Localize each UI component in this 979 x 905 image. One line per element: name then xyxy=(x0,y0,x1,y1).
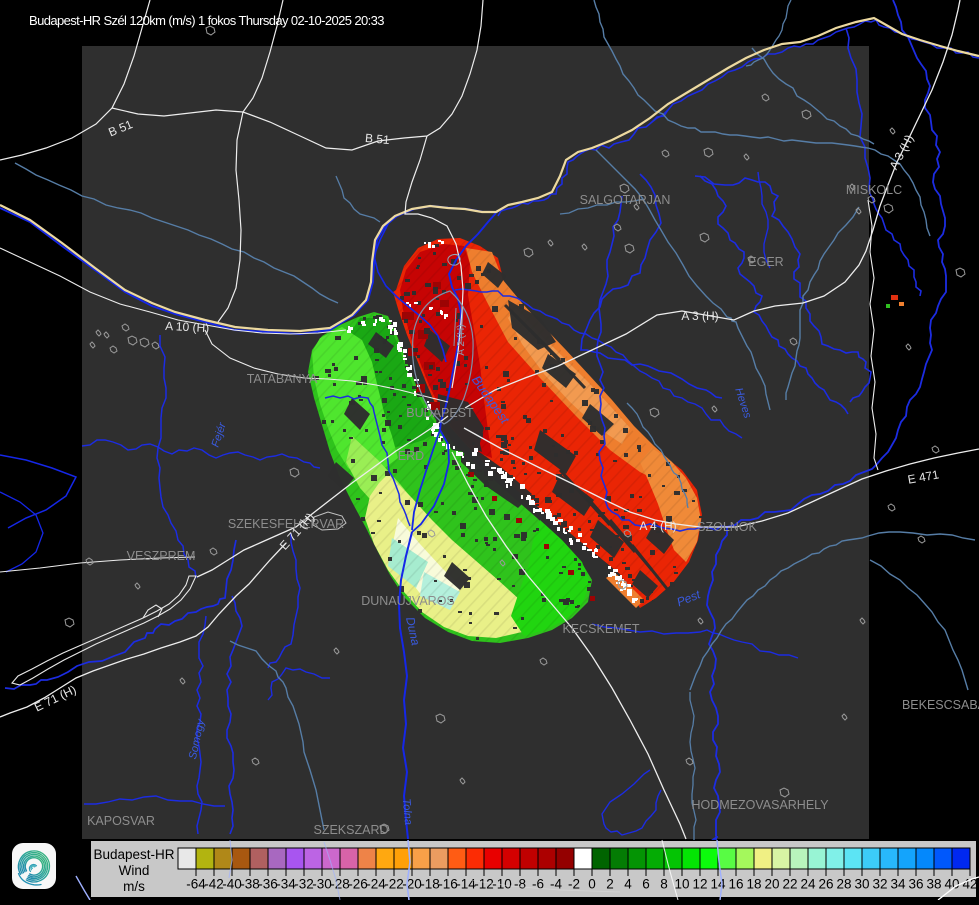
svg-text:-36: -36 xyxy=(258,877,278,892)
svg-text:36: 36 xyxy=(908,877,923,892)
svg-text:B 51: B 51 xyxy=(364,131,390,147)
svg-text:-14: -14 xyxy=(456,877,476,892)
svg-text:4: 4 xyxy=(624,877,632,892)
svg-text:-6: -6 xyxy=(532,877,544,892)
svg-text:-22: -22 xyxy=(384,877,404,892)
svg-text:38: 38 xyxy=(926,877,941,892)
svg-text:BUDAPEST: BUDAPEST xyxy=(406,406,474,420)
svg-text:TATABANYA: TATABANYA xyxy=(247,372,318,386)
svg-text:2: 2 xyxy=(606,877,614,892)
svg-text:-18: -18 xyxy=(420,877,440,892)
svg-text:-32: -32 xyxy=(294,877,314,892)
svg-text:28: 28 xyxy=(836,877,851,892)
svg-text:-12: -12 xyxy=(474,877,494,892)
svg-text:12: 12 xyxy=(692,877,707,892)
svg-text:DUNAUJVAROS: DUNAUJVAROS xyxy=(361,594,455,608)
svg-text:ERD: ERD xyxy=(398,449,424,463)
svg-text:26: 26 xyxy=(818,877,833,892)
svg-text:-38: -38 xyxy=(240,877,260,892)
svg-text:-20: -20 xyxy=(402,877,422,892)
svg-text:SZEKSZARD: SZEKSZARD xyxy=(313,823,388,837)
svg-text:-34: -34 xyxy=(276,877,296,892)
svg-text:-64: -64 xyxy=(186,877,206,892)
svg-text:20: 20 xyxy=(764,877,779,892)
svg-text:BEKESCSABA: BEKESCSABA xyxy=(902,698,979,712)
svg-text:VESZPREM: VESZPREM xyxy=(127,549,196,563)
svg-text:Tolna: Tolna xyxy=(400,798,414,825)
svg-text:A 2 (H): A 2 (H) xyxy=(456,324,467,355)
svg-text:18: 18 xyxy=(746,877,761,892)
svg-text:22: 22 xyxy=(782,877,797,892)
svg-text:14: 14 xyxy=(710,877,726,892)
svg-text:-42: -42 xyxy=(204,877,224,892)
svg-text:-28: -28 xyxy=(330,877,350,892)
svg-text:KAPOSVAR: KAPOSVAR xyxy=(87,814,155,828)
svg-text:16: 16 xyxy=(728,877,743,892)
svg-text:SZOLNOK: SZOLNOK xyxy=(697,520,757,534)
svg-text:8: 8 xyxy=(660,877,668,892)
svg-text:A 4 (H): A 4 (H) xyxy=(639,519,676,533)
svg-text:-10: -10 xyxy=(492,877,512,892)
svg-text:MISKOLC: MISKOLC xyxy=(846,183,902,197)
svg-text:30: 30 xyxy=(854,877,869,892)
svg-text:32: 32 xyxy=(872,877,887,892)
svg-text:A 10 (H): A 10 (H) xyxy=(165,319,210,335)
svg-text:Wind: Wind xyxy=(119,863,150,878)
svg-text:A 3 (H): A 3 (H) xyxy=(681,309,718,323)
svg-text:Budapest-HR Szél 120km (m/s) 1: Budapest-HR Szél 120km (m/s) 1 fokos Thu… xyxy=(29,13,384,28)
svg-text:-8: -8 xyxy=(514,877,526,892)
svg-text:Budapest-HR: Budapest-HR xyxy=(93,847,174,862)
svg-text:-24: -24 xyxy=(366,877,386,892)
svg-text:SALGOTARJAN: SALGOTARJAN xyxy=(580,193,671,207)
svg-text:24: 24 xyxy=(800,877,816,892)
svg-text:E 471: E 471 xyxy=(907,467,941,486)
svg-text:-16: -16 xyxy=(438,877,458,892)
svg-text:42: 42 xyxy=(962,877,977,892)
svg-text:m/s: m/s xyxy=(123,879,145,894)
svg-text:-26: -26 xyxy=(348,877,368,892)
svg-text:KECSKEMET: KECSKEMET xyxy=(562,622,639,636)
svg-text:-40: -40 xyxy=(222,877,242,892)
svg-text:SZEKESFEHERVAR: SZEKESFEHERVAR xyxy=(228,517,344,531)
svg-text:40: 40 xyxy=(944,877,959,892)
svg-text:Duna: Duna xyxy=(403,616,423,647)
svg-text:10: 10 xyxy=(674,877,689,892)
svg-text:0: 0 xyxy=(588,877,596,892)
svg-text:34: 34 xyxy=(890,877,906,892)
svg-text:-4: -4 xyxy=(550,877,562,892)
svg-text:-2: -2 xyxy=(568,877,580,892)
svg-text:HODMEZOVASARHELY: HODMEZOVASARHELY xyxy=(691,798,829,812)
svg-text:EGER: EGER xyxy=(748,255,783,269)
svg-text:-30: -30 xyxy=(312,877,332,892)
svg-text:6: 6 xyxy=(642,877,650,892)
